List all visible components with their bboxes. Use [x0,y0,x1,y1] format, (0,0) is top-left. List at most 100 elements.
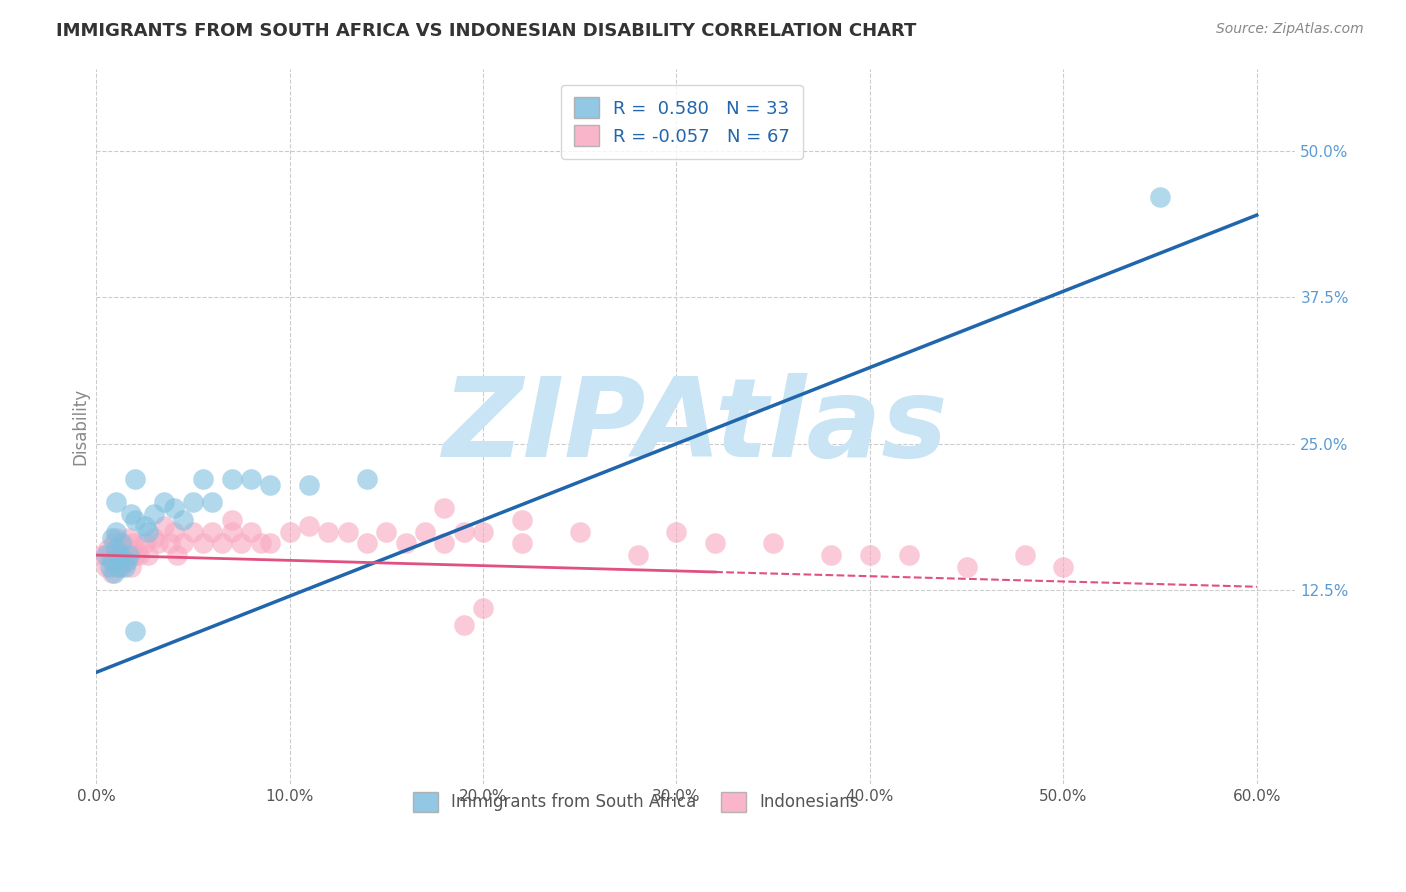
Point [221,472,243,486]
Point [153,495,176,509]
Point [162,524,184,539]
Point [433,501,456,516]
Point [138,524,160,539]
Point [91,548,114,562]
Point [104,542,127,557]
Point [112,536,135,550]
Point [375,524,398,539]
Point [114,559,136,574]
Point [120,559,142,574]
Text: ZIPAtlas: ZIPAtlas [443,373,949,480]
Point [181,524,204,539]
Point [472,600,495,615]
Point [153,518,176,533]
Point [104,531,127,545]
Point [103,566,125,580]
Point [115,554,138,568]
Point [336,524,359,539]
Point [143,531,166,545]
Point [100,566,122,580]
Point [104,559,127,574]
Point [134,536,156,550]
Point [956,559,979,574]
Point [104,495,127,509]
Point [118,531,141,545]
Point [107,542,129,557]
Point [201,524,224,539]
Point [110,559,132,574]
Point [124,513,146,527]
Point [568,524,591,539]
Text: IMMIGRANTS FROM SOUTH AFRICA VS INDONESIAN DISABILITY CORRELATION CHART: IMMIGRANTS FROM SOUTH AFRICA VS INDONESI… [56,22,917,40]
Point [98,559,121,574]
Point [211,536,233,550]
Point [108,548,131,562]
Point [318,524,340,539]
Point [103,536,125,550]
Point [138,548,160,562]
Point [762,536,785,550]
Point [510,513,533,527]
Point [239,524,262,539]
Point [114,554,136,568]
Point [94,548,117,562]
Point [108,559,131,574]
Point [259,477,281,491]
Point [104,524,127,539]
Point [100,531,122,545]
Point [259,536,281,550]
Point [191,472,214,486]
Point [124,624,146,639]
Point [115,548,138,562]
Point [118,548,141,562]
Point [413,524,436,539]
Point [110,536,132,550]
Point [472,524,495,539]
Point [897,548,920,562]
Point [181,495,204,509]
Point [278,524,301,539]
Point [162,501,184,516]
Point [239,472,262,486]
Point [1052,559,1074,574]
Point [820,548,842,562]
Point [510,536,533,550]
Point [1149,190,1171,204]
Point [201,495,224,509]
Point [1014,548,1036,562]
Point [249,536,271,550]
Point [859,548,882,562]
Point [97,542,120,557]
Point [298,518,321,533]
Text: Source: ZipAtlas.com: Source: ZipAtlas.com [1216,22,1364,37]
Point [433,536,456,550]
Point [104,548,127,562]
Point [143,507,166,521]
Point [453,618,475,632]
Point [298,477,321,491]
Point [122,536,145,550]
Point [395,536,418,550]
Point [124,548,146,562]
Point [453,524,475,539]
Y-axis label: Disability: Disability [72,387,89,465]
Point [108,548,131,562]
Point [172,513,194,527]
Point [356,536,378,550]
Point [665,524,688,539]
Point [166,548,188,562]
Point [191,536,214,550]
Point [128,548,150,562]
Point [231,536,253,550]
Point [98,548,121,562]
Point [120,507,142,521]
Point [134,518,156,533]
Point [356,472,378,486]
Point [146,536,169,550]
Point [221,524,243,539]
Legend: Immigrants from South Africa, Indonesians: Immigrants from South Africa, Indonesian… [399,779,872,825]
Point [704,536,727,550]
Point [627,548,650,562]
Point [124,472,146,486]
Point [172,536,194,550]
